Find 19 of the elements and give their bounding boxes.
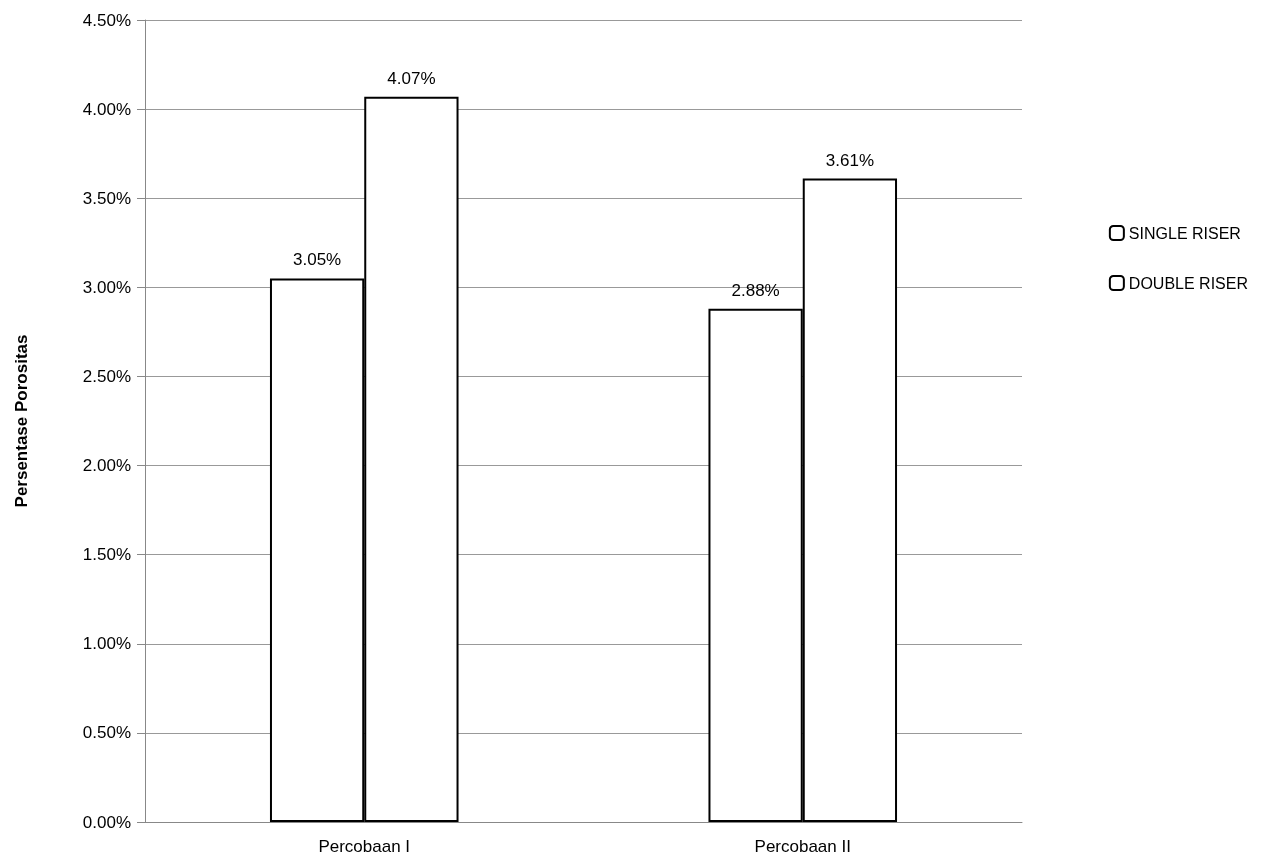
legend-label: DOUBLE RISER — [1128, 274, 1248, 292]
y-tick-label: 4.50% — [82, 10, 131, 30]
data-label: 2.88% — [731, 280, 780, 300]
y-tick-label: 2.00% — [82, 456, 131, 476]
y-tick-label: 0.00% — [82, 812, 131, 832]
x-tick-label: Percobaan II — [754, 837, 851, 856]
x-tick-label: Percobaan I — [318, 837, 411, 856]
legend-label: SINGLE RISER — [1128, 224, 1241, 242]
data-label: 4.07% — [387, 68, 436, 88]
y-tick-label: 1.00% — [82, 634, 131, 654]
y-tick-label: 3.50% — [82, 188, 131, 208]
y-tick-label: 2.50% — [82, 366, 131, 386]
y-tick-label: 3.00% — [82, 277, 131, 297]
data-label: 3.61% — [825, 150, 874, 170]
y-axis-title: Persentase Porositas — [12, 334, 31, 508]
y-tick-label: 4.00% — [82, 99, 131, 119]
data-label: 3.05% — [293, 250, 342, 270]
y-tick-label: 0.50% — [82, 723, 131, 743]
y-tick-label: 1.50% — [82, 545, 131, 565]
